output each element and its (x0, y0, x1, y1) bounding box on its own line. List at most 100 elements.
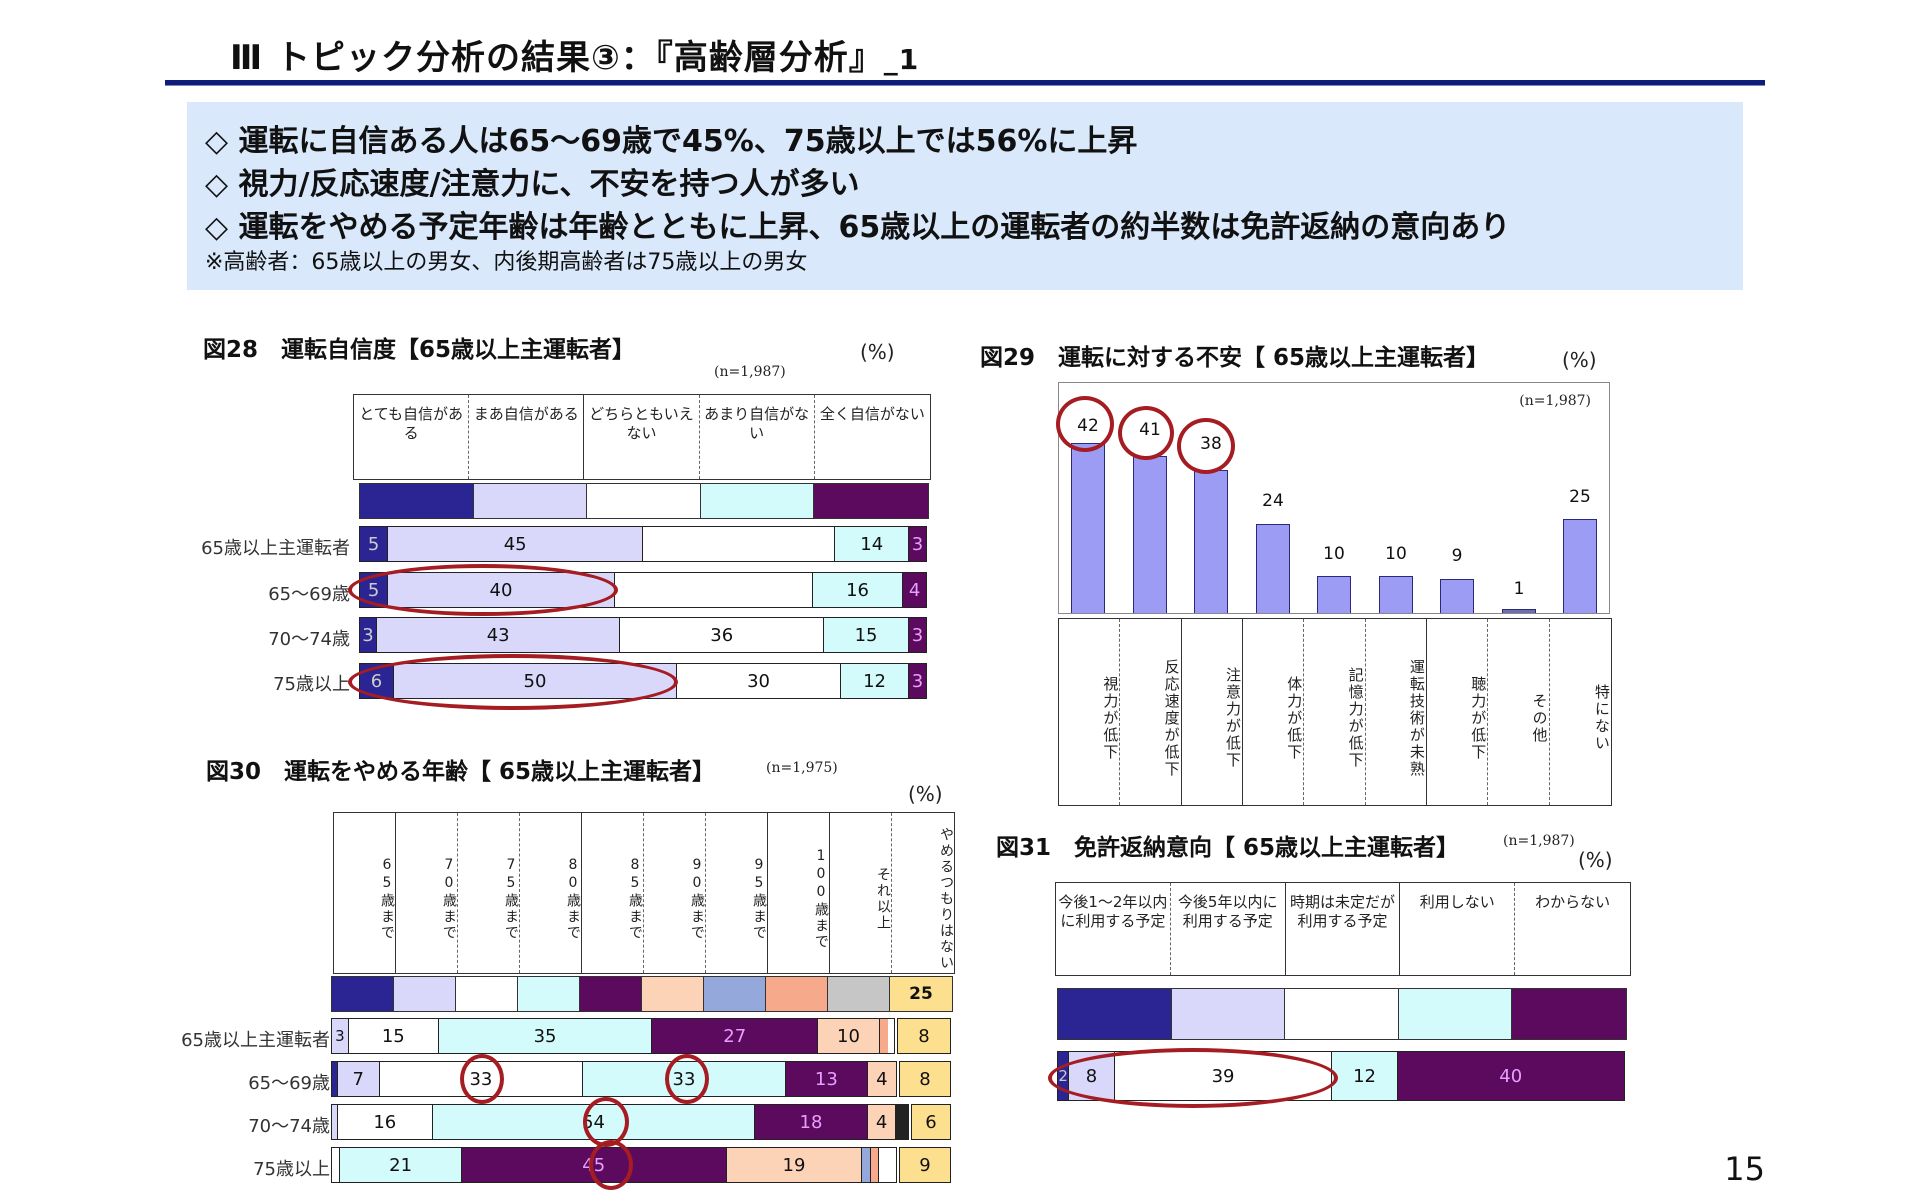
fig28-bar-row: 3 43 36 15 3 (359, 617, 927, 653)
legend-swatch (1512, 989, 1626, 1039)
slide-title-text: Ⅲ トピック分析の結果③：『高齢層分析』 (230, 38, 884, 78)
bar-stamina (1256, 524, 1290, 613)
bar-segment: 14 (835, 527, 909, 561)
fig30-no-quit-cell: 9 (899, 1147, 951, 1183)
fig31-legend-label: わからない (1535, 893, 1611, 911)
fig31-legend-header: 今後1〜2年以内に利用する予定 今後5年以内に利用する予定 時期は未定だが利用す… (1055, 882, 1631, 976)
bar-segment (879, 1148, 896, 1182)
slide-title-suffix: _1 (883, 43, 920, 76)
bar-value: 10 (1323, 544, 1345, 564)
fig31-unit: (%) (1578, 848, 1613, 872)
bar-hearing (1440, 579, 1474, 613)
legend-swatch (642, 977, 704, 1011)
bar-vision (1071, 443, 1105, 613)
bar-segment (642, 527, 836, 561)
legend-swatch (1398, 989, 1513, 1039)
fig28-legend-swatches (359, 483, 929, 519)
fig28-unit: (%) (860, 340, 895, 364)
fig31-sample-size: (n=1,987) (1503, 833, 1575, 849)
fig30-bar-row: 16 54 18 4 (331, 1104, 909, 1140)
bar-segment: 39 (1114, 1052, 1333, 1100)
slide-title: Ⅲ トピック分析の結果③：『高齢層分析』_1 (230, 30, 919, 79)
fig30-bar-row: 7 33 33 13 4 (331, 1061, 897, 1097)
legend-swatch (518, 977, 580, 1011)
bar-segment (614, 573, 813, 607)
bar-segment: 8 (918, 1025, 930, 1047)
fig30-row-label: 75歳以上 (253, 1159, 330, 1180)
legend-swatch (332, 977, 394, 1011)
fig30-no-quit-cell: 8 (897, 1018, 951, 1054)
bar-segment: 54 (432, 1105, 756, 1139)
bar-segment (870, 1148, 880, 1182)
summary-bullet: ◇ 運転をやめる予定年齢は年齢とともに上昇、65歳以上の運転者の約半数は免許返納… (205, 210, 1511, 245)
fig31-legend-label: 今後5年以内に利用する予定 (1171, 883, 1286, 975)
bar-segment: 3 (908, 664, 926, 698)
bar-segment (332, 1148, 341, 1182)
bar-segment: 30 (676, 664, 842, 698)
fig30-no-quit-cell: 6 (911, 1104, 951, 1140)
bar-segment: 15 (824, 618, 909, 652)
bar-segment: 35 (438, 1019, 653, 1053)
fig29-plot-area: (n=1,987) 42 41 38 24 10 10 9 1 25 (1058, 382, 1610, 614)
fig28-legend-label: どちらともいえない (584, 395, 700, 479)
bar-segment: 5 (360, 573, 389, 607)
fig28-legend-label: まあ自信がある (469, 395, 585, 479)
category-label: 記憶力が低下 (1304, 619, 1366, 805)
fig30-legend-label: 95歳まで (706, 813, 768, 973)
fig31-legend-label: 時期は未定だが利用する予定 (1286, 883, 1401, 975)
fig30-legend-label: 80歳まで (520, 813, 582, 973)
fig28-title: 図28 運転自信度【65歳以上主運転者】 (203, 337, 636, 363)
bar-segment: 45 (388, 527, 643, 561)
bar-segment: 10 (818, 1019, 880, 1053)
bar-segment: 43 (376, 618, 621, 652)
fig30-sample-size: (n=1,975) (766, 760, 838, 776)
bar-value: 42 (1077, 416, 1099, 436)
fig30-legend-label: 65歳まで (334, 813, 396, 973)
fig30-legend-label: 90歳まで (644, 813, 706, 973)
fig30-legend-header: 65歳まで 70歳まで 75歳まで 80歳まで 85歳まで 90歳まで 95歳ま… (333, 812, 955, 974)
fig30-row-label: 65〜69歳 (248, 1073, 330, 1094)
fig29-bars (1059, 391, 1609, 613)
category-label: 特にない (1592, 684, 1611, 752)
summary-bullet: ◇ 視力/反応速度/注意力に、不安を持つ人が多い (205, 167, 860, 202)
bar-segment: 5 (360, 527, 389, 561)
bar-segment: 33 (582, 1062, 786, 1096)
fig28-row-label: 65〜69歳 (268, 584, 350, 605)
summary-note: ※高齢者：65歳以上の男女、内後期高齢者は75歳以上の男女 (205, 250, 808, 275)
legend-swatch (700, 484, 815, 518)
fig29-sample-size: (n=1,987) (1519, 393, 1591, 409)
bar-none (1563, 519, 1597, 613)
fig29-category-labels: 視力が低下 反応速度が低下 注意力が低下 体力が低下 記憶力が低下 運転技術が未… (1058, 618, 1612, 806)
fig28-sample-size: (n=1,987) (714, 364, 786, 380)
bar-segment: 18 (755, 1105, 868, 1139)
fig30-legend-label: それ以上 (830, 813, 892, 973)
category-label: 体力が低下 (1243, 619, 1305, 805)
category-label: 視力が低下 (1059, 619, 1121, 805)
legend-swatch-value: 25 (890, 977, 952, 1011)
fig30-title: 図30 運転をやめる年齢【 65歳以上主運転者】 (206, 759, 716, 785)
fig30-bar-row: 21 45 19 (331, 1147, 897, 1183)
bar-segment: 33 (379, 1062, 583, 1096)
fig30-row-label: 70〜74歳 (248, 1116, 330, 1137)
bar-segment: 19 (726, 1148, 863, 1182)
bar-segment: 4 (867, 1062, 896, 1096)
legend-swatch (360, 484, 474, 518)
bar-segment: 27 (652, 1019, 819, 1053)
fig28-legend-label: とても自信がある (354, 395, 470, 479)
legend-swatch (766, 977, 828, 1011)
fig28-bar-row: 5 45 14 3 (359, 526, 927, 562)
bar-segment: 6 (360, 664, 394, 698)
bar-segment: 3 (360, 618, 377, 652)
fig28-bar-row: 6 50 30 12 3 (359, 663, 927, 699)
fig28-legend-header: とても自信がある まあ自信がある どちらともいえない あまり自信がない 全く自信… (353, 394, 931, 480)
fig30-legend-label: 75歳まで (458, 813, 520, 973)
bar-value: 1 (1513, 579, 1525, 599)
category-label: その他 (1488, 619, 1550, 805)
fig31-title: 図31 免許返納意向【 65歳以上主運転者】 (996, 835, 1460, 861)
fig31-legend-label: 利用しない (1400, 883, 1516, 975)
bar-segment: 3 (909, 527, 926, 561)
bar-segment: 16 (337, 1105, 433, 1139)
bar-segment: 12 (841, 664, 909, 698)
bar-value: 9 (1451, 546, 1463, 566)
category-label: 運転技術が未熟 (1366, 619, 1427, 805)
